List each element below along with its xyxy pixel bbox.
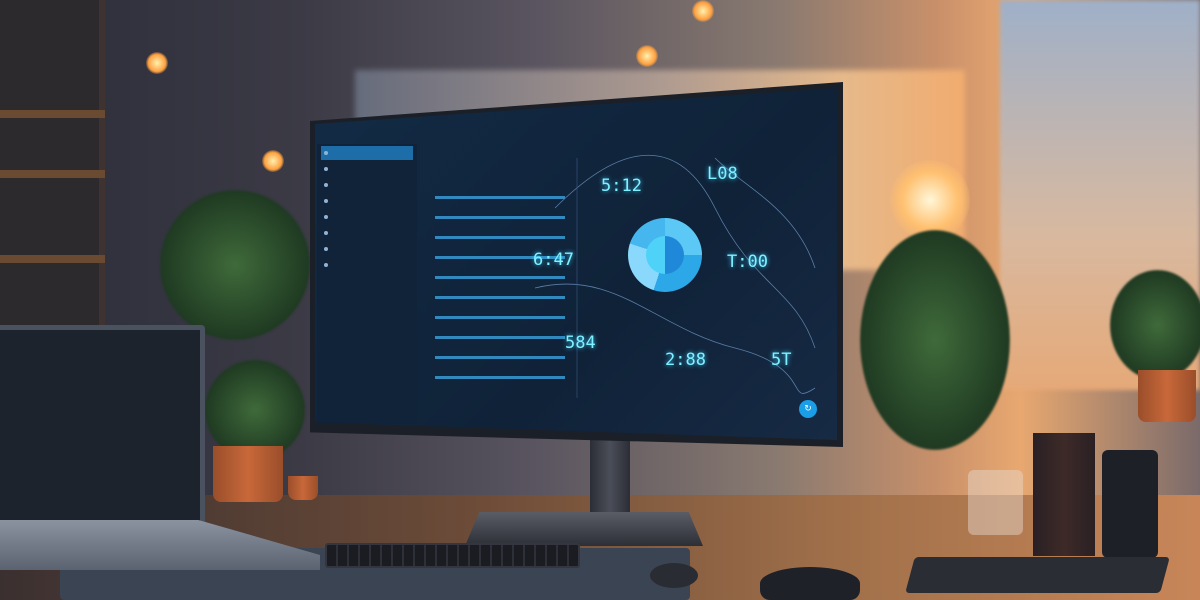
network-lines bbox=[534, 154, 816, 398]
hanging-lamp bbox=[262, 150, 284, 172]
list-row bbox=[435, 296, 565, 299]
sidebar-item[interactable] bbox=[321, 210, 413, 224]
mouse bbox=[760, 567, 860, 600]
metric-value: L08 bbox=[707, 164, 738, 184]
plant bbox=[160, 190, 310, 340]
monitor-stand-base bbox=[465, 512, 703, 546]
refresh-icon[interactable]: ↻ bbox=[799, 400, 817, 418]
list-row bbox=[435, 216, 565, 219]
desk-plant bbox=[205, 360, 305, 460]
monitor-stand-neck bbox=[590, 440, 630, 518]
list-row bbox=[435, 376, 565, 379]
book-stack bbox=[1033, 433, 1095, 556]
list-row bbox=[435, 236, 565, 239]
laptop-screen bbox=[0, 325, 205, 528]
metric-value: T:00 bbox=[727, 252, 768, 272]
list-row bbox=[435, 276, 565, 279]
mouse bbox=[650, 563, 698, 588]
sidebar-item[interactable] bbox=[321, 226, 413, 240]
plant-pot bbox=[213, 446, 283, 502]
ceiling-lamp bbox=[692, 0, 714, 22]
plant bbox=[1110, 270, 1200, 380]
metric-value: 2:88 bbox=[665, 350, 706, 370]
metric-value: 5T bbox=[771, 350, 792, 370]
plant-pot bbox=[1138, 370, 1196, 422]
donut-chart-inner bbox=[646, 236, 684, 274]
plant-pot bbox=[288, 476, 318, 500]
list-row bbox=[435, 316, 565, 319]
list-row bbox=[435, 356, 565, 359]
sidebar bbox=[317, 144, 417, 424]
sidebar-item[interactable] bbox=[321, 242, 413, 256]
ceiling-lamp bbox=[636, 45, 658, 67]
speaker-cup bbox=[1102, 450, 1158, 558]
glass bbox=[968, 470, 1023, 535]
sun-glow bbox=[890, 160, 970, 240]
bookshelf bbox=[0, 0, 105, 330]
hanging-lamp bbox=[146, 52, 168, 74]
sidebar-item[interactable] bbox=[321, 258, 413, 272]
monitor-screen: 5:12 L08 6:47 T:00 584 2:88 5T ↻ bbox=[315, 88, 837, 440]
sidebar-item[interactable] bbox=[321, 146, 413, 160]
plant bbox=[860, 230, 1010, 450]
metric-value: 5:12 bbox=[601, 176, 642, 196]
sidebar-item[interactable] bbox=[321, 162, 413, 176]
list-row bbox=[435, 336, 565, 339]
list-row bbox=[435, 256, 565, 259]
metric-value: 6:47 bbox=[533, 250, 574, 270]
list-row bbox=[435, 196, 565, 199]
metric-value: 584 bbox=[565, 333, 596, 353]
sidebar-item[interactable] bbox=[321, 194, 413, 208]
sidebar-item[interactable] bbox=[321, 178, 413, 192]
keyboard bbox=[325, 543, 580, 568]
tablet bbox=[905, 557, 1170, 593]
